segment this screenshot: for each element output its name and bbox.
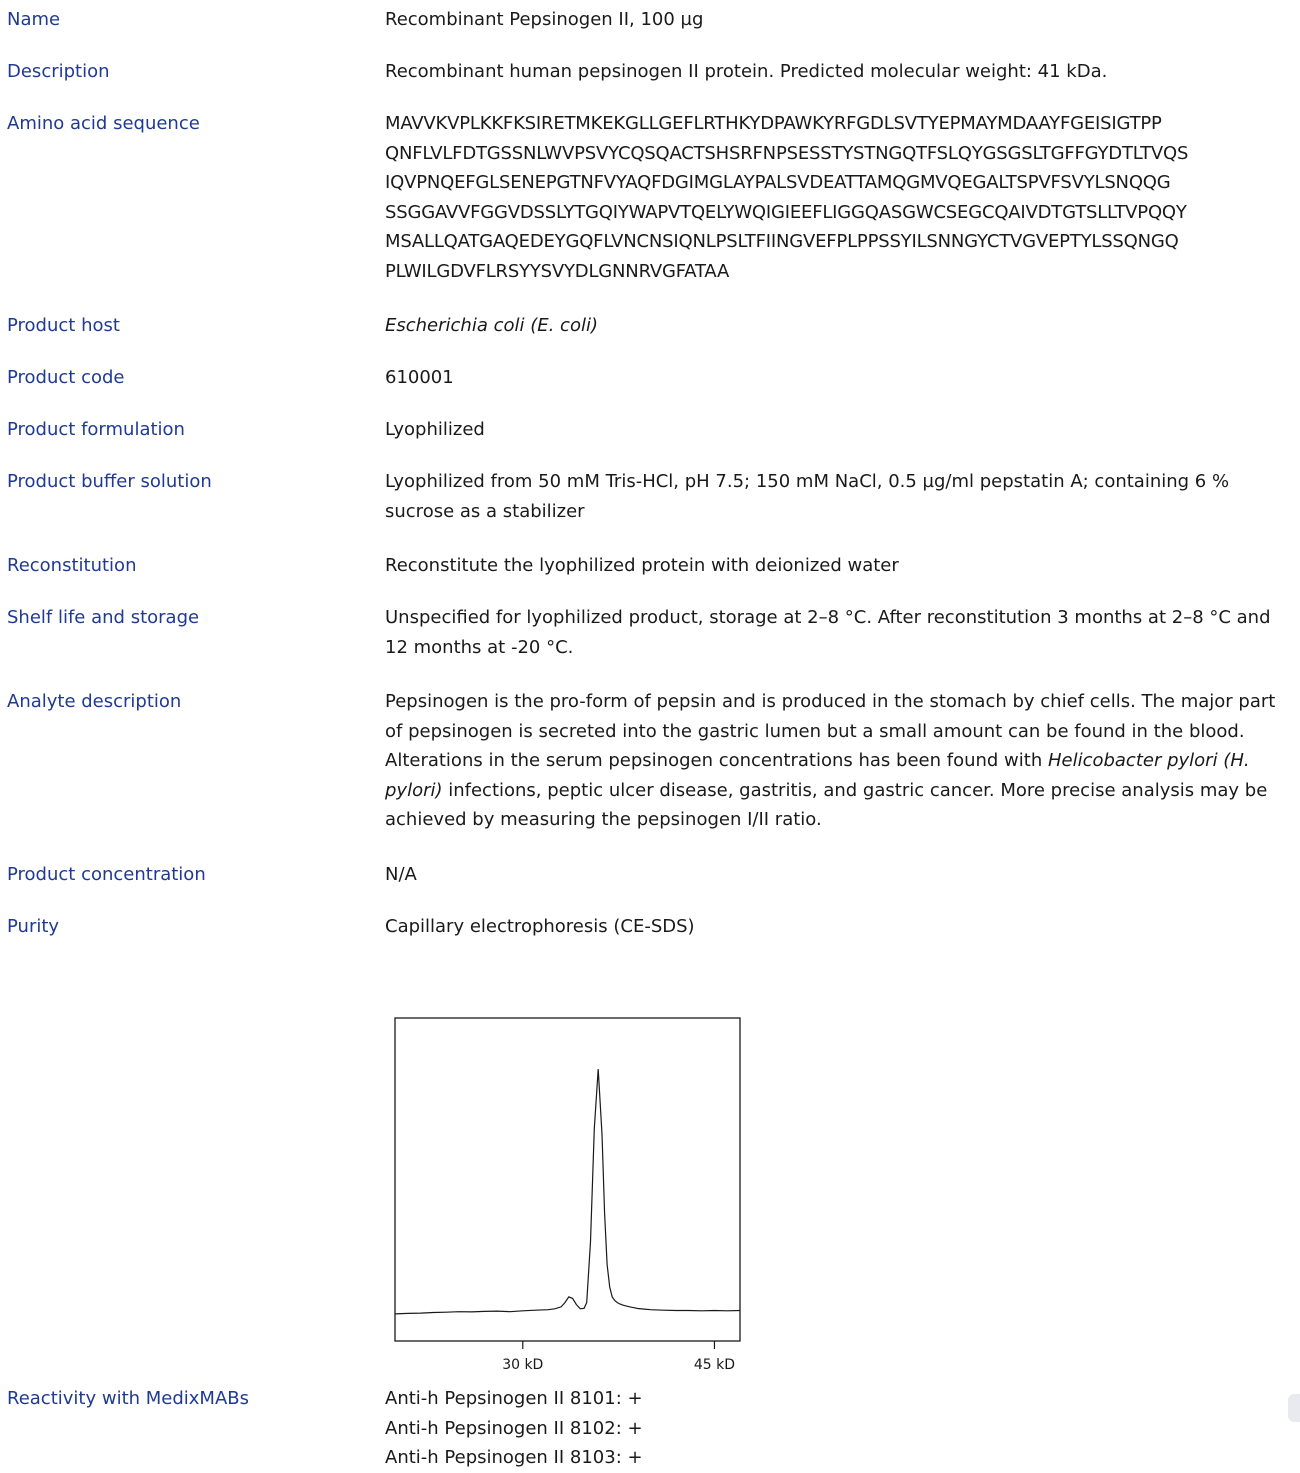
sequence-line: MSALLQATGAQEDEYGQFLVNCNSIQNLPSLTFIINGVEF… (385, 231, 1179, 252)
product-spec-table: Name Recombinant Pepsinogen II, 100 µg D… (7, 0, 1297, 959)
spec-label-host: Product host (7, 315, 120, 336)
x-tick-label: 30 kD (502, 1357, 543, 1373)
reactivity-item: Anti-h Pepsinogen II 8101: + (385, 1388, 643, 1409)
spec-row-host: Product host Escherichia coli (E. coli) (7, 306, 1297, 358)
spec-label-analyte: Analyte description (7, 691, 182, 712)
spec-row-concentration: Product concentration N/A (7, 855, 1297, 907)
spec-value-name: Recombinant Pepsinogen II, 100 µg (385, 9, 704, 30)
spec-value-shelf: Unspecified for lyophilized product, sto… (385, 607, 1271, 658)
spec-label-code: Product code (7, 367, 125, 388)
spec-row-buffer: Product buffer solution Lyophilized from… (7, 462, 1297, 546)
scroll-edge-tab[interactable] (1288, 1394, 1300, 1422)
sequence-line: PLWILGDVFLRSYYSVYDLGNNRVGFATAA (385, 260, 730, 282)
spec-value-sequence: MAVVKVPLKKFKSIRETMKEKGLLGEFLRTHKYDPAWKYR… (385, 109, 1297, 286)
spec-label-buffer: Product buffer solution (7, 471, 212, 492)
spec-value-concentration: N/A (385, 863, 417, 885)
spec-row-reconstitution: Reconstitution Reconstitute the lyophili… (7, 546, 1297, 598)
spec-label-concentration: Product concentration (7, 863, 206, 885)
sequence-line: QNFLVLFDTGSSNLWVPSVYCQSQACTSHSRFNPSESSTY… (385, 142, 1189, 164)
x-tick-label: 45 kD (694, 1357, 735, 1373)
sequence-line: MAVVKVPLKKFKSIRETMKEKGLLGEFLRTHKYDPAWKYR… (385, 113, 1162, 134)
sequence-line: IQVPNQEFGLSENEPGTNFVYAQFDGIMGLAYPALSVDEA… (385, 172, 1171, 193)
spec-value-code: 610001 (385, 367, 454, 388)
spec-label-sequence: Amino acid sequence (7, 113, 200, 134)
spec-row-purity: Purity Capillary electrophoresis (CE-SDS… (7, 907, 1297, 959)
sequence-line: SSGGAVVFGGVDSSLYTGQIYWAPVTQELYWQIGIEEFLI… (385, 201, 1187, 223)
spec-label-formulation: Product formulation (7, 419, 185, 440)
x-axis-ticks: 30 kD 45 kD (502, 1341, 735, 1373)
series-line (394, 1069, 741, 1315)
spec-row-code: Product code 610001 (7, 358, 1297, 410)
spec-value-formulation: Lyophilized (385, 419, 485, 440)
analyte-text-organism: Helicobacter pylori (H. pylori) (385, 750, 1250, 801)
spec-label-purity: Purity (7, 915, 60, 937)
spec-row-name: Name Recombinant Pepsinogen II, 100 µg (7, 0, 1297, 52)
spec-value-host: Escherichia coli (E. coli) (385, 315, 598, 336)
spec-value-purity: Capillary electrophoresis (CE-SDS) (385, 915, 695, 937)
purity-electropherogram: 30 kD 45 kD (378, 1010, 758, 1390)
spec-label-name: Name (7, 9, 61, 30)
analyte-text-part1: Pepsinogen is the pro-form of pepsin and… (385, 691, 1276, 771)
reactivity-item: Anti-h Pepsinogen II 8102: + (385, 1417, 643, 1439)
spec-label-reconstitution: Reconstitution (7, 555, 137, 576)
spec-row-formulation: Product formulation Lyophilized (7, 410, 1297, 462)
reactivity-list: Anti-h Pepsinogen II 8101: + Anti-h Peps… (385, 1384, 643, 1473)
electropherogram-svg: 30 kD 45 kD (394, 1017, 741, 1373)
analyte-text-part2: infections, peptic ulcer disease, gastri… (385, 779, 1268, 831)
spec-value-buffer: Lyophilized from 50 mM Tris-HCl, pH 7.5;… (385, 471, 1230, 522)
spec-row-shelf: Shelf life and storage Unspecified for l… (7, 598, 1297, 682)
spec-value-analyte: Pepsinogen is the pro-form of pepsin and… (385, 687, 1297, 835)
spec-label-shelf: Shelf life and storage (7, 607, 200, 628)
reactivity-item: Anti-h Pepsinogen II 8103: + (385, 1447, 643, 1468)
spec-value-description: Recombinant human pepsinogen II protein.… (385, 61, 1108, 82)
spec-label-description: Description (7, 61, 110, 82)
spec-row-description: Description Recombinant human pepsinogen… (7, 52, 1297, 104)
spec-label-reactivity: Reactivity with MedixMABs (7, 1388, 250, 1409)
spec-row-analyte: Analyte description Pepsinogen is the pr… (7, 682, 1297, 855)
spec-row-reactivity: Reactivity with MedixMABs Anti-h Pepsino… (7, 1384, 1297, 1473)
spec-row-sequence: Amino acid sequence MAVVKVPLKKFKSIRETMKE… (7, 104, 1297, 306)
plot-frame (394, 1017, 741, 1342)
spec-value-reconstitution: Reconstitute the lyophilized protein wit… (385, 555, 899, 576)
